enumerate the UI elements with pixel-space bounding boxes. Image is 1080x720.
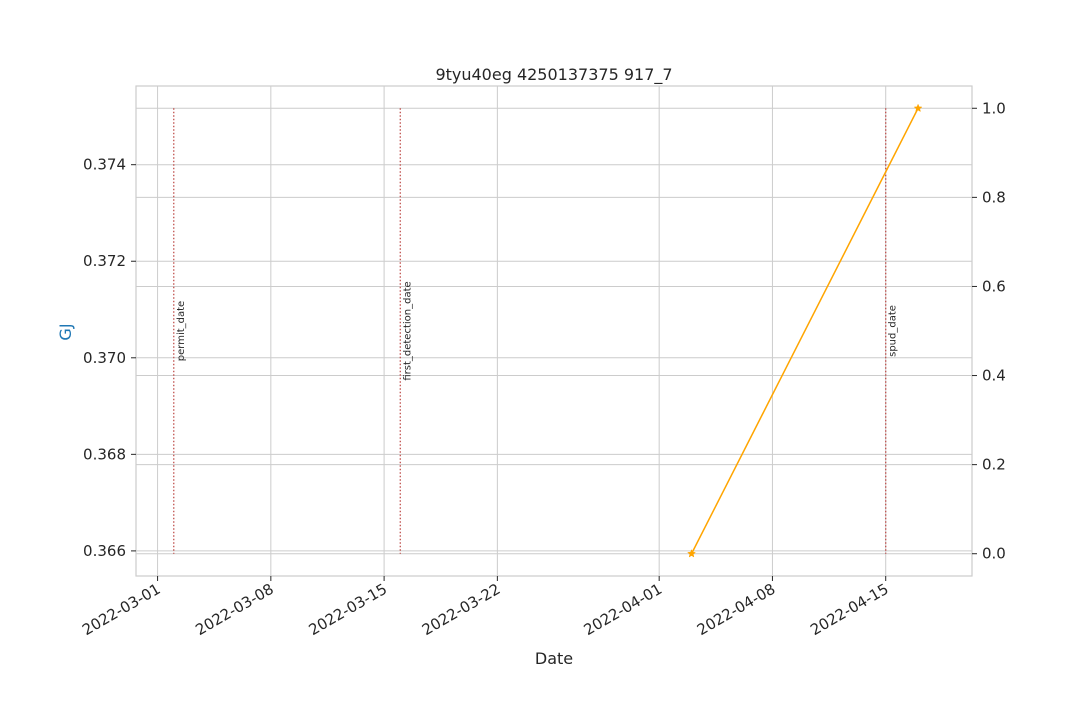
y-left-tick-label: 0.366 bbox=[83, 542, 126, 560]
y-left-tick-label: 0.370 bbox=[83, 349, 126, 367]
y-right-tick-label: 0.4 bbox=[982, 367, 1006, 385]
y-left-tick-label: 0.368 bbox=[83, 445, 126, 463]
y-left-tick-label: 0.374 bbox=[83, 156, 126, 174]
chart-title: 9tyu40eg 4250137375 917_7 bbox=[435, 65, 672, 85]
series-point bbox=[687, 549, 696, 558]
y-left-tick-label: 0.372 bbox=[83, 252, 126, 270]
y-axis-label-left: GJ bbox=[56, 323, 75, 340]
series-point bbox=[913, 103, 923, 113]
y-right-tick-label: 0.8 bbox=[982, 188, 1006, 206]
annotation-label: first_detection_date bbox=[402, 281, 413, 380]
y-right-tick-label: 1.0 bbox=[982, 99, 1006, 117]
annotations: permit_date first_detection_date spud_date bbox=[173, 108, 899, 554]
plot-frame bbox=[135, 85, 973, 577]
series-line bbox=[690, 107, 919, 555]
series bbox=[687, 103, 923, 558]
y-right-tick-label: 0.2 bbox=[982, 456, 1006, 474]
annotation-label: spud_date bbox=[888, 305, 899, 357]
x-axis-label: Date bbox=[535, 649, 573, 668]
y-right-tick-label: 0.0 bbox=[982, 545, 1006, 563]
grid bbox=[136, 86, 972, 576]
y-right-tick-label: 0.6 bbox=[982, 277, 1006, 295]
annotation-label: permit_date bbox=[176, 301, 187, 361]
